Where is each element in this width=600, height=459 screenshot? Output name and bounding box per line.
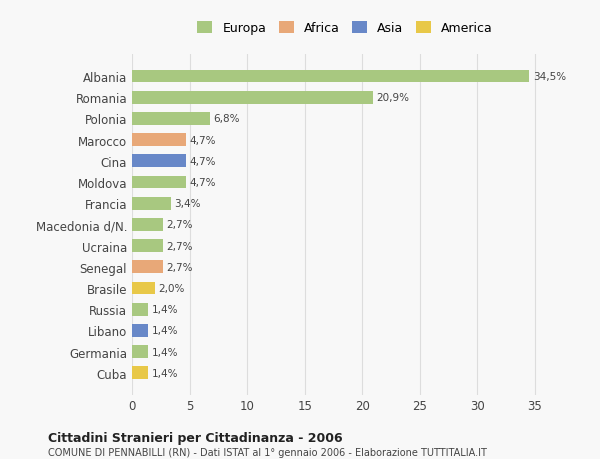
Bar [132, 176, 186, 189]
Legend: Europa, Africa, Asia, America: Europa, Africa, Asia, America [193, 17, 497, 40]
Text: 2,0%: 2,0% [158, 283, 185, 293]
Bar [132, 113, 210, 125]
Text: 1,4%: 1,4% [152, 304, 178, 314]
Bar [132, 71, 529, 83]
Text: 4,7%: 4,7% [190, 178, 216, 188]
Bar [132, 261, 163, 274]
Text: 6,8%: 6,8% [214, 114, 240, 124]
Bar [132, 92, 373, 104]
Text: 20,9%: 20,9% [376, 93, 409, 103]
Text: 2,7%: 2,7% [167, 262, 193, 272]
Text: 1,4%: 1,4% [152, 347, 178, 357]
Text: 34,5%: 34,5% [533, 72, 566, 82]
Bar [132, 282, 155, 295]
Bar [132, 303, 148, 316]
Bar [132, 218, 163, 231]
Text: 4,7%: 4,7% [190, 157, 216, 167]
Bar [132, 346, 148, 358]
Text: 4,7%: 4,7% [190, 135, 216, 146]
Text: Cittadini Stranieri per Cittadinanza - 2006: Cittadini Stranieri per Cittadinanza - 2… [48, 431, 343, 444]
Bar [132, 197, 171, 210]
Bar [132, 367, 148, 379]
Bar [132, 155, 186, 168]
Bar [132, 134, 186, 147]
Bar [132, 240, 163, 252]
Bar [132, 325, 148, 337]
Text: COMUNE DI PENNABILLI (RN) - Dati ISTAT al 1° gennaio 2006 - Elaborazione TUTTITA: COMUNE DI PENNABILLI (RN) - Dati ISTAT a… [48, 448, 487, 458]
Text: 1,4%: 1,4% [152, 368, 178, 378]
Text: 1,4%: 1,4% [152, 326, 178, 336]
Text: 2,7%: 2,7% [167, 220, 193, 230]
Text: 2,7%: 2,7% [167, 241, 193, 251]
Text: 3,4%: 3,4% [175, 199, 201, 209]
